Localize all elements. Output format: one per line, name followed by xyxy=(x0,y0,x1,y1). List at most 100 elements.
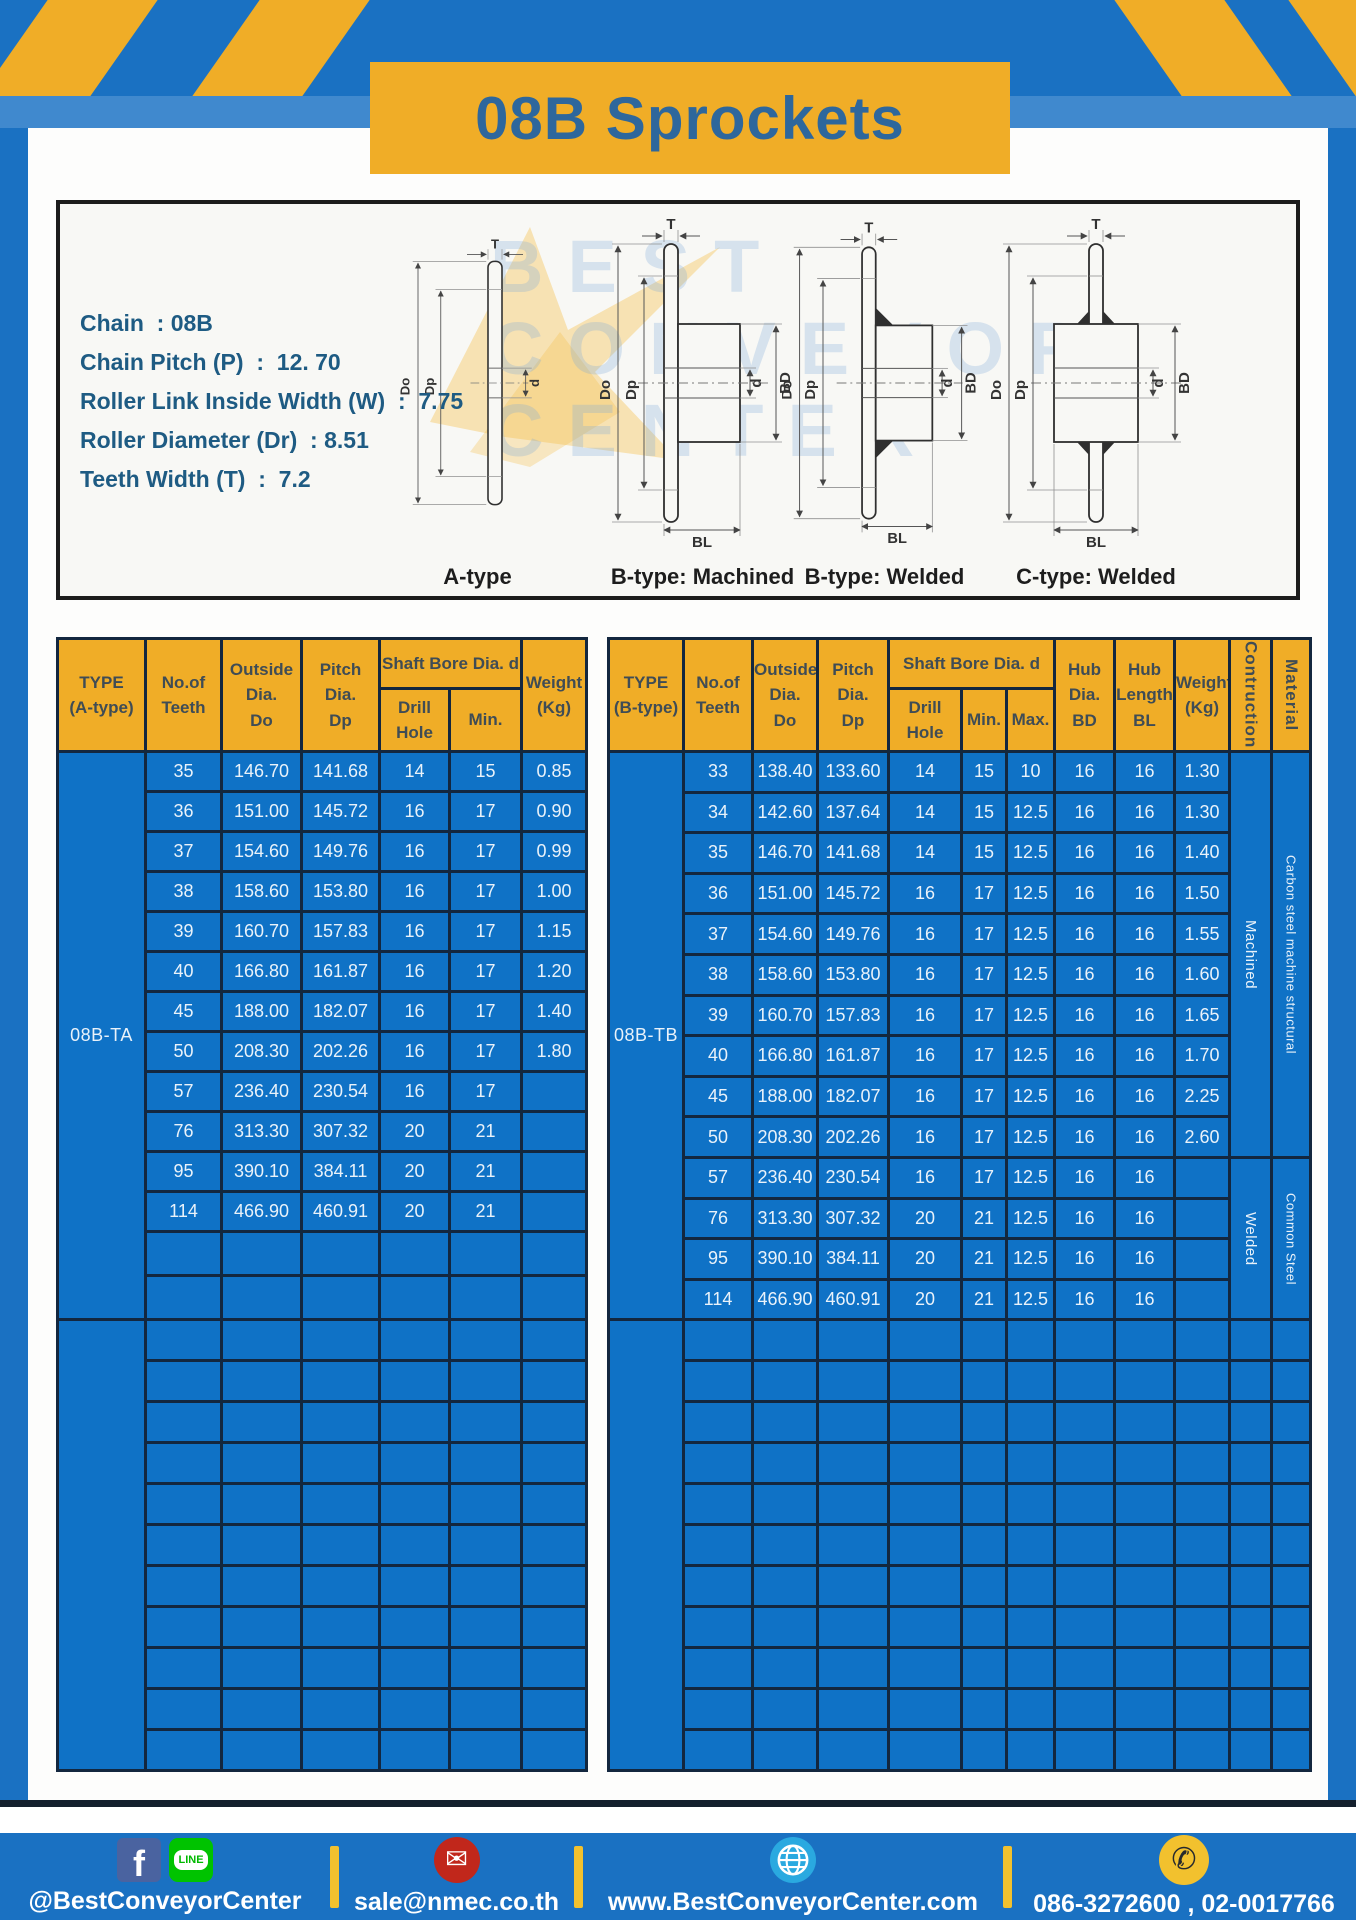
table-cell xyxy=(448,1728,523,1772)
dim-label: BL xyxy=(1086,534,1106,548)
table-cell: 161.87 xyxy=(816,1034,890,1078)
hazard-stripe xyxy=(186,0,376,96)
table-row xyxy=(58,1230,588,1277)
table-cell: 160.70 xyxy=(220,910,303,953)
table-cell: 114 xyxy=(144,1190,223,1233)
table-cell xyxy=(887,1359,963,1404)
table-cell: 17 xyxy=(448,1070,523,1113)
figure-a-type: T Do Dp d A-type xyxy=(390,218,565,590)
table-cell: 34 xyxy=(682,790,754,835)
dim-label: BD xyxy=(777,372,794,394)
table-cell: 17 xyxy=(960,1115,1008,1159)
table-cell: 16 xyxy=(378,950,451,993)
footer-website[interactable]: www.BestConveyorCenter.com xyxy=(607,1887,978,1916)
column-header: Weight (Kg) xyxy=(1173,637,1231,753)
table-cell: 17 xyxy=(448,950,523,993)
table-cell xyxy=(520,1070,588,1113)
table-row: Drill Hole Min. Max. xyxy=(609,687,1311,753)
table-cell: 16 xyxy=(1053,831,1116,875)
table-cell xyxy=(816,1605,890,1650)
table-row: 45 188.00 182.07 16 17 12.5 16 16 2.25 xyxy=(609,1074,1311,1119)
table-cell xyxy=(448,1400,523,1444)
dim-label: Dp xyxy=(1012,380,1029,400)
dim-label: BD xyxy=(1176,372,1193,394)
table-cell: 10 xyxy=(1005,750,1056,794)
table-cell xyxy=(220,1564,303,1608)
table-cell: 188.00 xyxy=(751,1074,819,1119)
table-cell: 21 xyxy=(960,1277,1008,1322)
table-cell: 16 xyxy=(1053,871,1116,916)
table-cell xyxy=(144,1359,223,1403)
table-cell: 208.30 xyxy=(751,1115,819,1159)
facebook-icon[interactable]: f xyxy=(117,1837,161,1882)
table-cell xyxy=(682,1564,754,1609)
table-cell: 37 xyxy=(144,830,223,873)
phone-icon[interactable]: ✆ xyxy=(1159,1834,1209,1885)
table-cell xyxy=(300,1318,381,1362)
table-cell: 149.76 xyxy=(816,912,890,956)
column-header: Weight (Kg) xyxy=(520,637,588,753)
table-cell xyxy=(1228,1605,1273,1650)
table-cell xyxy=(1173,1155,1231,1200)
table-cell xyxy=(1053,1359,1116,1404)
table-cell xyxy=(816,1646,890,1691)
table-cell xyxy=(1228,1359,1273,1404)
table-cell: 16 xyxy=(378,1030,451,1073)
dim-label: T xyxy=(1091,218,1100,233)
table-cell: 16 xyxy=(378,910,451,953)
column-header: Shaft Bore Dia. d xyxy=(887,637,1056,690)
table-cell: 154.60 xyxy=(220,830,303,873)
table-cell xyxy=(1270,1523,1312,1568)
table-cell: 15 xyxy=(960,831,1008,875)
table-cell xyxy=(816,1482,890,1527)
table-row xyxy=(607,1318,1312,1773)
line-icon[interactable]: LINE xyxy=(169,1837,213,1882)
table-cell xyxy=(1113,1687,1176,1732)
table-cell: 14 xyxy=(378,750,451,793)
table-cell: 38 xyxy=(682,952,754,997)
table-cell: 16 xyxy=(1113,1155,1176,1200)
footer: f LINE @BestConveyorCenter ✉ sale@nmec.c… xyxy=(0,1833,1356,1920)
table-cell: 153.80 xyxy=(816,952,890,997)
email-icon[interactable]: ✉ xyxy=(433,1836,480,1883)
table-cell xyxy=(1005,1441,1056,1486)
table-row: 34 142.60 137.64 14 15 12.5 16 16 1.30 xyxy=(609,790,1311,835)
table-cell xyxy=(520,1110,588,1153)
table-cell: 17 xyxy=(448,1030,523,1073)
figure-caption: A-type xyxy=(443,564,512,589)
table-cell: 45 xyxy=(144,990,223,1033)
table-cell: 161.87 xyxy=(300,950,381,993)
table-cell xyxy=(1005,1523,1056,1568)
table-cell xyxy=(960,1359,1008,1404)
table-cell: 16 xyxy=(1113,1196,1176,1241)
table-cell xyxy=(1113,1359,1176,1404)
table-cell xyxy=(1113,1482,1176,1527)
table-cell xyxy=(378,1564,451,1608)
table-cell xyxy=(1173,1482,1231,1527)
table-cell xyxy=(960,1400,1008,1445)
table-cell xyxy=(220,1646,303,1690)
table-cell: 40 xyxy=(682,1034,754,1078)
table-cell xyxy=(1005,1564,1056,1609)
hazard-stripe xyxy=(1108,0,1298,96)
table-row: 37 154.60 149.76 16 17 0.99 xyxy=(58,830,588,873)
footer-email[interactable]: sale@nmec.co.th xyxy=(353,1887,559,1916)
table-cell: 153.80 xyxy=(300,870,381,913)
footer-social-handle[interactable]: @BestConveyorCenter xyxy=(28,1886,302,1915)
table-cell: 460.91 xyxy=(300,1190,381,1233)
figure-b-type-welded: T Do Dp d xyxy=(782,218,987,590)
footer-social-icons: f LINE xyxy=(117,1837,213,1882)
footer-phone-numbers[interactable]: 086-3272600 , 02-0017766 xyxy=(1033,1889,1335,1918)
table-row: TYPE (B-type) No.of Teeth Outside Dia. Do Pitch… xyxy=(607,637,1312,753)
globe-icon[interactable] xyxy=(770,1836,816,1883)
table-row: 95 390.10 384.11 20 21 12.5 16 16 xyxy=(609,1237,1311,1281)
table-cell: 40 xyxy=(144,950,223,993)
footer-divider xyxy=(1003,1845,1012,1908)
table-a-container: TYPE (A-type) No.of Teeth Outside Dia. Do Pitch… xyxy=(56,637,588,1772)
table-cell xyxy=(300,1564,381,1608)
table-cell: 16 xyxy=(1113,750,1176,794)
table-cell: 16 xyxy=(378,790,451,833)
table-cell xyxy=(887,1728,963,1773)
table-cell xyxy=(960,1728,1008,1773)
type-group-label: 08B-TB xyxy=(607,749,685,1322)
